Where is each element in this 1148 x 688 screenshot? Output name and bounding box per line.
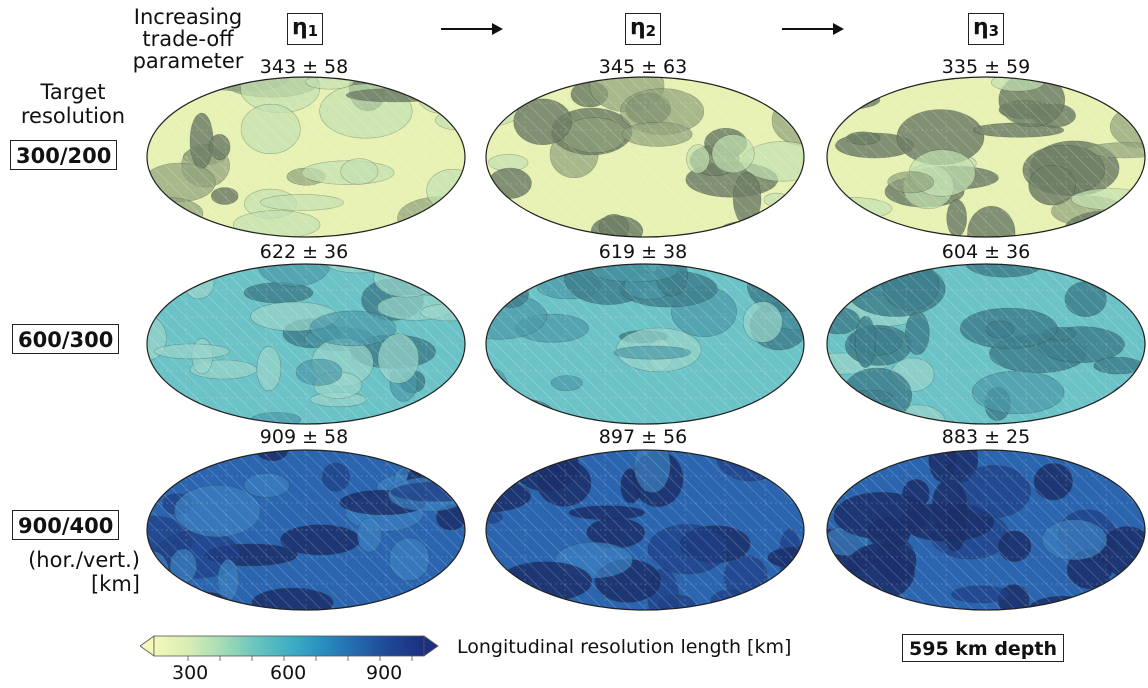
hatch-overlay — [486, 264, 804, 424]
target-resolution-label: Target resolution — [18, 80, 128, 128]
resolution-patch — [486, 597, 530, 610]
stat-r3-c1: 909 ± 58 — [259, 426, 349, 448]
stat-r3-c2: 897 ± 56 — [598, 426, 688, 448]
hatch-overlay — [827, 450, 1145, 610]
map-outline — [485, 449, 805, 611]
map-field — [147, 77, 465, 237]
eta1-label: η1 — [287, 13, 324, 45]
tradeoff-title-line2: trade-off parameter — [132, 27, 244, 73]
tradeoff-title-line1: Increasing — [133, 5, 243, 29]
map-outline — [146, 263, 466, 425]
hatch-overlay — [827, 77, 1145, 237]
resolution-patch — [787, 582, 804, 610]
colorbar-tick-marks — [187, 656, 413, 661]
target-600-300: 600/300 — [12, 324, 120, 354]
hatch-overlay — [147, 77, 465, 237]
map-outline — [826, 263, 1146, 425]
stat-r2-c2: 619 ± 38 — [598, 241, 688, 263]
eta1-subscript: 1 — [307, 22, 319, 40]
units-note-line1: (hor./vert.) — [28, 548, 140, 572]
resolution-patch — [827, 264, 863, 285]
colorbar-max-arrow — [423, 635, 439, 657]
map-panel-r3-c3 — [826, 449, 1146, 611]
map-panel-r1-c1 — [146, 76, 466, 238]
colorbar-label: Longitudinal resolution length [km] — [457, 636, 792, 658]
eta3-label: η3 — [968, 13, 1005, 45]
map-field — [486, 77, 804, 237]
map-outline — [826, 76, 1146, 238]
arrow-eta2-eta3 — [782, 23, 844, 35]
colorbar-gradient — [153, 635, 425, 657]
units-note: (hor./vert.) [km] — [10, 548, 140, 596]
tradeoff-title: Increasing trade-off parameter — [88, 6, 288, 72]
stat-r3-c3: 883 ± 25 — [941, 426, 1031, 448]
map-panel-r1-c2 — [485, 76, 805, 238]
map-panel-r2-c1 — [146, 263, 466, 425]
eta2-subscript: 2 — [645, 22, 657, 40]
colorbar-min-arrow — [140, 635, 155, 657]
stat-r1-c2: 345 ± 63 — [598, 56, 688, 78]
depth-label: 595 km depth — [902, 634, 1065, 662]
map-panel-r1-c3 — [826, 76, 1146, 238]
map-field — [486, 450, 804, 610]
map-panel-r3-c1 — [146, 449, 466, 611]
hatch-overlay — [147, 264, 465, 424]
resolution-patch — [486, 264, 531, 295]
map-field — [147, 450, 465, 610]
map-outline — [485, 76, 805, 238]
map-panel-r2-c3 — [826, 263, 1146, 425]
map-field — [827, 264, 1145, 424]
map-field — [486, 264, 804, 424]
target-label-line2: resolution — [20, 104, 126, 128]
stat-r2-c1: 622 ± 36 — [259, 241, 349, 263]
resolution-patch — [757, 264, 795, 277]
map-outline — [146, 76, 466, 238]
colorbar — [140, 635, 439, 661]
resolution-patch — [1111, 575, 1145, 594]
map-panel-r3-c2 — [485, 449, 805, 611]
map-field — [827, 450, 1145, 610]
hatch-overlay — [147, 450, 465, 610]
hatch-overlay — [827, 264, 1145, 424]
target-300-200: 300/200 — [10, 140, 118, 170]
resolution-patch — [827, 602, 876, 610]
colorbar-tick-300: 300 — [172, 662, 209, 684]
map-outline — [146, 449, 466, 611]
colorbar-tick-900: 900 — [366, 662, 403, 684]
eta2-symbol: η — [630, 15, 646, 40]
target-label-line1: Target — [40, 80, 106, 104]
eta3-subscript: 3 — [988, 22, 1000, 40]
stat-r1-c3: 335 ± 59 — [941, 56, 1031, 78]
eta2-label: η2 — [625, 13, 662, 45]
map-outline — [485, 263, 805, 425]
map-outline — [826, 449, 1146, 611]
eta1-symbol: η — [292, 15, 308, 40]
map-panel-r2-c2 — [485, 263, 805, 425]
colorbar-tick-600: 600 — [270, 662, 307, 684]
hatch-overlay — [486, 77, 804, 237]
resolution-patch — [486, 264, 507, 311]
eta3-symbol: η — [973, 15, 989, 40]
map-field — [147, 264, 465, 424]
units-note-line2: [km] — [90, 572, 140, 596]
map-field — [827, 77, 1145, 237]
stat-r1-c1: 343 ± 58 — [259, 56, 349, 78]
arrow-eta1-eta2 — [441, 23, 503, 35]
target-900-400: 900/400 — [12, 510, 120, 540]
stat-r2-c3: 604 ± 36 — [941, 241, 1031, 263]
resolution-patch — [491, 207, 527, 237]
hatch-overlay — [486, 450, 804, 610]
